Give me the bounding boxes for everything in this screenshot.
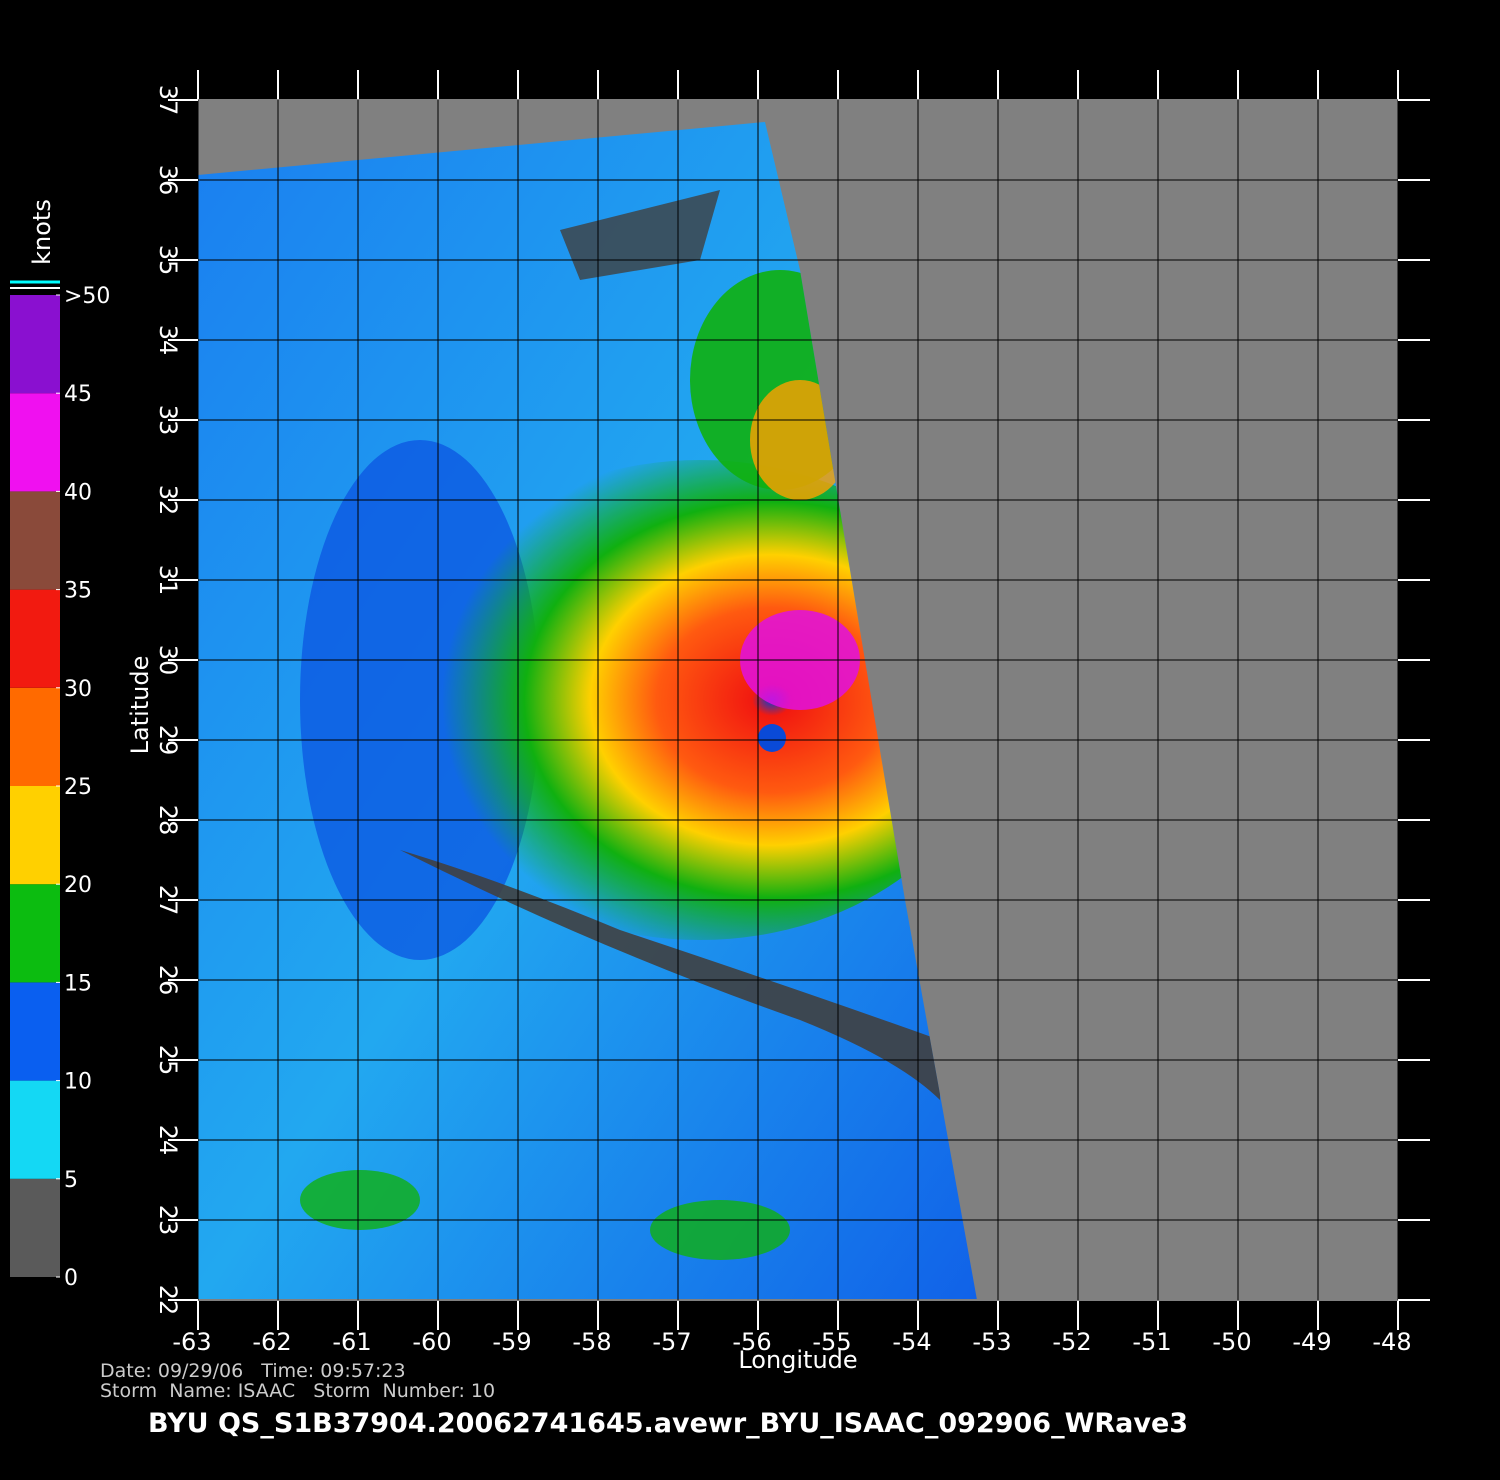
- x-tick-label: -50: [1212, 1328, 1251, 1356]
- file-name: BYU QS_S1B37904.20062741645.avewr_BYU_IS…: [148, 1408, 1188, 1439]
- y-tick-label: 34: [154, 325, 182, 356]
- x-tick-label: -49: [1292, 1328, 1331, 1356]
- y-tick-label: 28: [154, 805, 182, 836]
- colorbar-label: knots: [28, 199, 56, 265]
- colorbar-tick-label: 10: [64, 1070, 92, 1095]
- date-time: Date: 09/29/06 Time: 09:57:23: [100, 1360, 406, 1382]
- y-tick-label: 23: [154, 1205, 182, 1236]
- colorbar-band: [10, 295, 60, 394]
- colorbar-tick-label: 35: [64, 579, 92, 604]
- x-tick-label: -62: [252, 1328, 291, 1356]
- y-tick-label: 31: [154, 565, 182, 596]
- x-tick-label: -56: [732, 1328, 771, 1356]
- x-axis-label: Longitude: [738, 1346, 857, 1374]
- colorbar-tick-label: >50: [64, 284, 110, 309]
- colorbar-band: [10, 687, 60, 786]
- x-tick-label: -61: [332, 1328, 371, 1356]
- x-tick-label: -59: [492, 1328, 531, 1356]
- x-tick-label: -52: [1052, 1328, 1091, 1356]
- y-axis-label: Latitude: [126, 656, 154, 755]
- x-tick-label: -63: [172, 1328, 211, 1356]
- x-tick-label: -48: [1372, 1328, 1411, 1356]
- colorbar-tick-label: 25: [64, 775, 92, 800]
- colorbar-tick-label: 20: [64, 873, 92, 898]
- colorbar-band: [10, 589, 60, 688]
- colorbar-tick-label: 30: [64, 677, 92, 702]
- x-tick-label: -57: [652, 1328, 691, 1356]
- storm-info: Storm Name: ISAAC Storm Number: 10: [100, 1380, 495, 1402]
- y-tick-label: 24: [154, 1125, 182, 1156]
- colorbar-band: [10, 491, 60, 590]
- colorbar-band: [10, 884, 60, 983]
- x-tick-label: -51: [1132, 1328, 1171, 1356]
- y-tick-label: 37: [154, 85, 182, 116]
- x-tick-label: -55: [812, 1328, 851, 1356]
- y-tick-label: 25: [154, 1045, 182, 1076]
- colorbar-tick-label: 40: [64, 480, 92, 505]
- y-tick-label: 30: [154, 645, 182, 676]
- x-tick-label: -53: [972, 1328, 1011, 1356]
- colorbar-tick-label: 0: [64, 1266, 78, 1291]
- colorbar-band: [10, 1178, 60, 1277]
- colorbar-tick-label: 15: [64, 971, 92, 996]
- colorbar-band: [10, 1080, 60, 1179]
- x-tick-label: -60: [412, 1328, 451, 1356]
- colorbar-band: [10, 393, 60, 492]
- colorbar-band: [10, 786, 60, 885]
- y-tick-label: 22: [154, 1285, 182, 1316]
- y-tick-label: 26: [154, 965, 182, 996]
- y-tick-label: 29: [154, 725, 182, 756]
- colorbar-tick-label: 5: [64, 1168, 78, 1193]
- x-tick-label: -58: [572, 1328, 611, 1356]
- y-tick-label: 36: [154, 165, 182, 196]
- y-tick-label: 32: [154, 485, 182, 516]
- x-tick-label: -54: [892, 1328, 931, 1356]
- y-tick-label: 33: [154, 405, 182, 436]
- y-tick-label: 27: [154, 885, 182, 916]
- y-tick-label: 35: [154, 245, 182, 276]
- colorbar-band: [10, 982, 60, 1081]
- colorbar-tick-label: 45: [64, 382, 92, 407]
